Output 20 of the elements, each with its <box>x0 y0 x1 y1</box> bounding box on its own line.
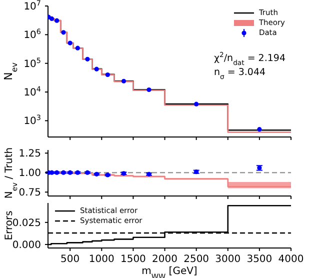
annotation: n$_{σ}$ = 3.044 <box>214 67 266 81</box>
x-tick-label: 500 <box>60 254 80 265</box>
x-tick-label: 2000 <box>152 254 178 265</box>
y-tick-label: 1.25 <box>18 148 41 160</box>
y-tick-label: 1.00 <box>18 168 41 180</box>
x-tick-label: 4000 <box>278 254 304 265</box>
y-tick-label: 0.75 <box>18 188 41 199</box>
x-tick-label: 1500 <box>120 254 146 265</box>
y-tick-label: 0.000 <box>12 240 41 251</box>
y-tick-label: 0.025 <box>12 218 41 229</box>
y-tick-label: 10$^{3}$ <box>24 112 41 128</box>
y-tick-label: 10$^{4}$ <box>24 84 42 99</box>
x-tick-label: 3000 <box>215 254 241 265</box>
y-tick-label: 10$^{6}$ <box>24 26 42 42</box>
y-tick-label: 10$^{7}$ <box>24 0 41 12</box>
x-tick-label: 1000 <box>88 254 114 265</box>
x-tick-label: 2500 <box>184 254 210 265</box>
annotation: χ$^{2}$/n$_{dat}$ = 2.194 <box>214 51 286 67</box>
x-tick-label: 3500 <box>246 254 272 265</box>
y-tick-label: 10$^{5}$ <box>24 55 41 70</box>
